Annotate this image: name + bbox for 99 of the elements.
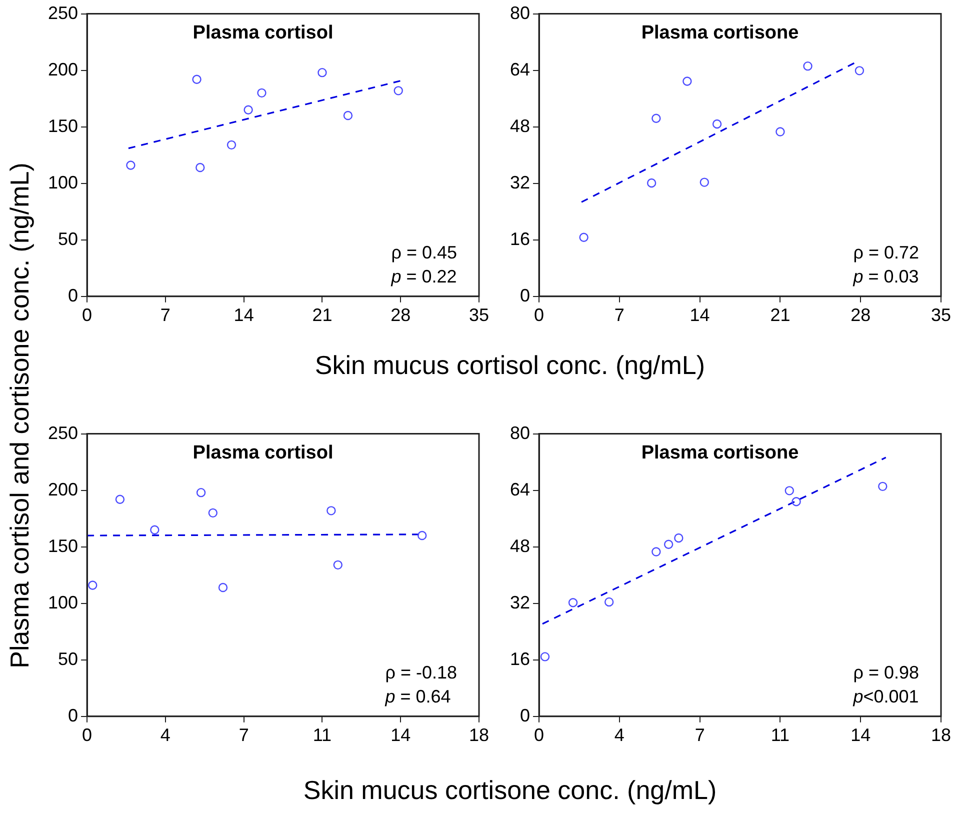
point	[652, 114, 661, 123]
chart-title: Plasma cortisol	[192, 442, 334, 464]
y-tick-label: 0	[520, 285, 530, 306]
point	[792, 497, 801, 506]
x-tick-label: 14	[850, 725, 871, 746]
x-tick-label: 18	[930, 725, 952, 746]
x-tick-label: 35	[468, 305, 490, 326]
annotation: ρ = 0.72	[853, 242, 920, 262]
x-tick-label: 0	[534, 305, 544, 326]
y-tick-label: 80	[510, 2, 530, 23]
chart-title: Plasma cortisol	[192, 22, 334, 44]
x-tick-label: 7	[694, 725, 705, 746]
point	[192, 74, 202, 84]
point	[196, 488, 206, 498]
y-tick-label: 0	[68, 285, 78, 306]
y-tick-label: 50	[58, 228, 78, 249]
point	[326, 506, 336, 516]
x-tick-label: 28	[850, 305, 871, 326]
y-tick-label: 32	[510, 172, 530, 192]
annotation: p = 0.03	[852, 266, 919, 286]
x-tick-label: 11	[312, 725, 332, 746]
point	[218, 582, 228, 592]
y-tick-label: 150	[48, 536, 78, 556]
y-tick-label: 50	[58, 648, 78, 669]
point	[394, 86, 403, 96]
point	[257, 88, 266, 98]
y-tick-label: 100	[48, 172, 78, 192]
point	[540, 652, 550, 662]
y-tick-label: 200	[48, 59, 78, 80]
point	[604, 597, 614, 607]
y-axis-title: Plasma cortisol and cortisone conc. (ng/mL)	[4, 162, 36, 670]
annotation: ρ = -0.18	[385, 662, 457, 682]
point	[646, 178, 656, 188]
x-tick-label: 14	[234, 305, 254, 326]
x-tick-label: 7	[160, 305, 170, 326]
point	[674, 533, 684, 543]
point	[150, 525, 160, 534]
point	[579, 232, 588, 242]
y-tick-label: 64	[510, 59, 530, 80]
x-tick-label: 4	[614, 725, 624, 746]
point	[854, 66, 864, 76]
point	[784, 486, 794, 496]
point	[418, 530, 427, 540]
annotation: ρ = 0.45	[391, 242, 458, 262]
point	[652, 547, 661, 556]
point	[776, 127, 785, 136]
point	[318, 68, 327, 78]
point	[126, 160, 136, 170]
y-tick-label: 100	[48, 592, 78, 612]
y-tick-label: 16	[510, 228, 530, 249]
x-tick-label: 35	[930, 305, 952, 326]
point	[115, 494, 125, 504]
x-tick-label: 11	[770, 725, 790, 746]
point	[196, 162, 205, 172]
point	[88, 580, 98, 590]
x-tick-label: 7	[238, 725, 249, 746]
point	[803, 61, 812, 71]
x-tick-label: 21	[312, 305, 332, 326]
annotation: ρ = 0.98	[853, 662, 920, 682]
y-tick-label: 0	[68, 705, 78, 726]
annotation: p = 0.64	[384, 686, 451, 706]
x-tick-label: 18	[468, 725, 490, 746]
x-tick-label: 4	[160, 725, 170, 746]
point	[343, 110, 353, 120]
y-tick-label: 48	[510, 536, 530, 556]
y-tick-label: 80	[510, 422, 530, 443]
y-tick-label: 250	[48, 422, 78, 443]
point	[682, 76, 692, 86]
annotation: p = 0.22	[390, 266, 457, 286]
y-tick-label: 200	[48, 479, 78, 500]
point	[244, 105, 253, 114]
x-tick-label: 0	[82, 725, 92, 746]
y-tick-label: 16	[510, 648, 530, 669]
y-tick-label: 0	[520, 705, 530, 726]
y-tick-label: 32	[510, 592, 530, 612]
x-tick-label: 21	[770, 305, 790, 326]
x-tick-label: 0	[534, 725, 544, 746]
x-axis-title: Skin mucus cortisol conc. (ng/mL)	[314, 350, 706, 381]
x-tick-label: 0	[82, 305, 92, 326]
chart-title: Plasma cortisone	[641, 22, 799, 44]
y-tick-label: 64	[510, 479, 530, 500]
x-tick-label: 7	[614, 305, 624, 326]
point	[878, 482, 888, 492]
point	[208, 508, 218, 518]
point	[226, 140, 236, 150]
x-tick-label: 14	[690, 305, 710, 326]
annotation: p<0.001	[852, 686, 919, 706]
x-axis-title: Skin mucus cortisone conc. (ng/mL)	[302, 775, 718, 806]
point	[568, 598, 578, 608]
point	[712, 119, 722, 129]
x-tick-label: 14	[390, 725, 411, 746]
point	[700, 178, 710, 187]
chart-title: Plasma cortisone	[641, 442, 799, 464]
y-tick-label: 250	[48, 2, 78, 23]
x-tick-label: 28	[390, 305, 411, 326]
y-tick-label: 48	[510, 116, 530, 136]
point	[664, 540, 674, 549]
point	[333, 560, 342, 570]
y-tick-label: 150	[48, 116, 78, 136]
